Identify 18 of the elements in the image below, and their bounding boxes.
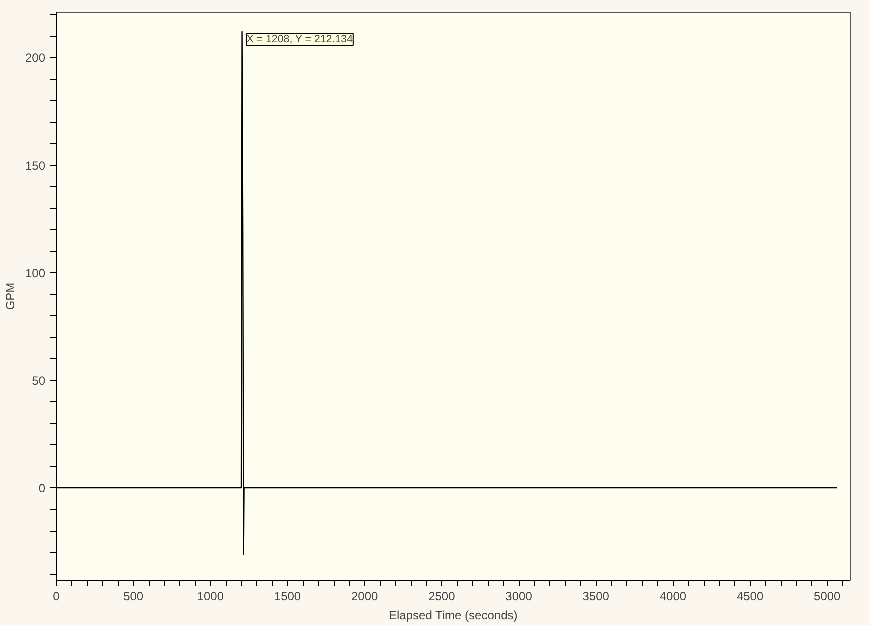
y-tick-label: 150 — [25, 158, 46, 173]
x-tick-label: 3000 — [506, 590, 533, 604]
y-tick-label: 50 — [32, 374, 46, 388]
x-tick-label: 5000 — [814, 590, 842, 604]
x-tick-label: 1500 — [274, 590, 302, 604]
x-tick-label: 0 — [53, 590, 60, 604]
x-tick-label: 3500 — [582, 590, 610, 604]
y-tick-label: 0 — [38, 481, 46, 496]
y-axis-title: GPM — [3, 282, 18, 310]
x-tick-label: 4000 — [660, 590, 687, 604]
x-tick-label: 2000 — [352, 590, 379, 604]
x-tick-label: 500 — [124, 590, 144, 604]
y-tick-label: 100 — [25, 266, 46, 280]
x-tick-label: 4500 — [736, 590, 764, 604]
x-tick-label: 2500 — [428, 590, 456, 604]
x-axis-title: Elapsed Time (seconds) — [389, 608, 518, 622]
x-tick-label: 1000 — [197, 590, 224, 604]
y-tick-label: 200 — [25, 51, 46, 66]
